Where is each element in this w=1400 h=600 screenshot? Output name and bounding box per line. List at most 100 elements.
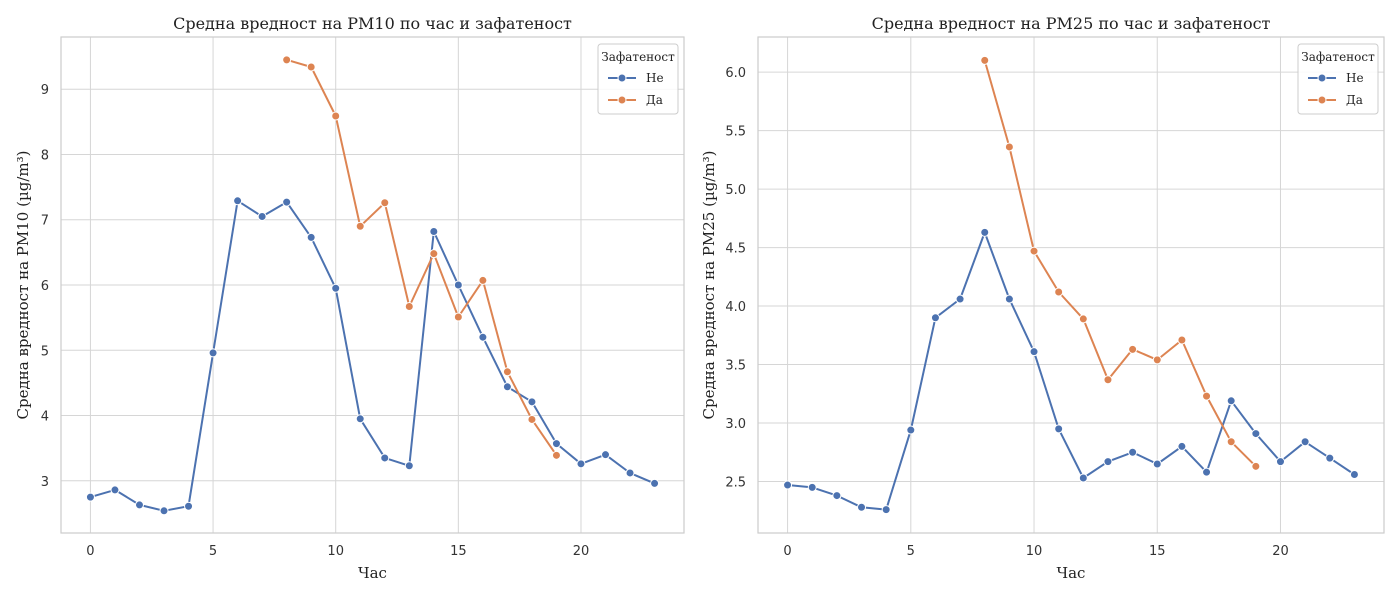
data-point <box>1029 246 1039 256</box>
data-point <box>930 313 940 323</box>
data-point <box>208 348 218 358</box>
x-tick-label: 0 <box>783 544 791 559</box>
legend-title: Зафатеност <box>1301 50 1375 64</box>
plot-frame <box>757 36 1385 534</box>
data-point <box>1128 344 1138 354</box>
data-point <box>1103 375 1113 385</box>
data-point <box>527 414 537 424</box>
data-point <box>1226 437 1236 447</box>
data-point <box>257 211 267 221</box>
data-point <box>1004 142 1014 152</box>
data-point <box>502 382 512 392</box>
data-point <box>85 492 95 502</box>
data-point <box>478 332 488 342</box>
data-point <box>1349 470 1359 480</box>
chart-title: Средна вредност на PM10 по час и зафатен… <box>173 14 572 33</box>
data-point <box>355 221 365 231</box>
y-tick-label: 3.5 <box>725 359 746 374</box>
y-axis-label: Средна вредност на PM10 (µg/m³) <box>14 151 32 420</box>
data-point <box>134 500 144 510</box>
legend-swatch-marker <box>1317 95 1327 105</box>
x-tick-label: 0 <box>86 544 94 559</box>
data-point <box>1251 461 1261 471</box>
data-point <box>404 302 414 312</box>
data-point <box>601 450 611 460</box>
data-point <box>1177 335 1187 345</box>
x-tick-label: 20 <box>1272 544 1289 559</box>
data-point <box>625 468 635 478</box>
series-line <box>286 58 558 456</box>
data-point <box>551 439 561 449</box>
data-point <box>478 275 488 285</box>
legend-swatch-marker <box>617 73 627 83</box>
data-point <box>955 294 965 304</box>
data-point <box>1128 447 1138 457</box>
data-point <box>355 414 365 424</box>
y-tick-label: 5.0 <box>725 183 746 198</box>
data-point <box>233 196 243 206</box>
legend-title: Зафатеност <box>601 50 675 64</box>
plot-area <box>758 37 1384 533</box>
data-point <box>404 461 414 471</box>
legend-entry: Да <box>1346 93 1363 107</box>
data-point <box>1054 287 1064 297</box>
data-point <box>832 491 842 501</box>
data-point <box>881 505 891 515</box>
data-point <box>650 478 660 488</box>
data-point <box>551 450 561 460</box>
data-point <box>1325 453 1335 463</box>
series-2 <box>282 55 561 460</box>
data-point <box>857 502 867 512</box>
y-tick-label: 3.0 <box>725 417 746 432</box>
y-tick-label: 6 <box>41 279 49 294</box>
data-point <box>980 227 990 237</box>
chart-title: Средна вредност на PM25 по час и зафатен… <box>872 14 1271 33</box>
data-point <box>1152 355 1162 365</box>
series-1 <box>783 227 1359 515</box>
data-point <box>1029 347 1039 357</box>
data-point <box>282 197 292 207</box>
y-tick-label: 2.5 <box>725 476 746 491</box>
data-point <box>527 397 537 407</box>
x-axis-label: Час <box>1057 564 1086 582</box>
y-tick-label: 4.0 <box>725 300 746 315</box>
chart-panel-2: 0 5 10 15 20 2.5 3.0 3.5 4.0 4.5 5.0 5.5 6.0 Средна в… <box>700 14 1385 582</box>
y-tick-label: 4 <box>41 410 49 425</box>
data-point <box>331 283 341 293</box>
y-tick-label: 7 <box>41 214 49 229</box>
x-tick-label: 20 <box>573 544 590 559</box>
data-point <box>1078 314 1088 324</box>
data-point <box>1152 459 1162 469</box>
data-point <box>380 198 390 208</box>
data-point <box>282 55 292 65</box>
data-point <box>453 280 463 290</box>
data-point <box>1202 391 1212 401</box>
x-axis-label: Час <box>358 564 387 582</box>
y-axis-label: Средна вредност на PM25 (µg/m³) <box>700 151 718 420</box>
data-point <box>306 232 316 242</box>
data-point <box>1078 473 1088 483</box>
data-point <box>159 506 169 516</box>
plot-frame <box>60 36 685 534</box>
data-point <box>380 453 390 463</box>
data-point <box>1226 396 1236 406</box>
data-point <box>1300 437 1310 447</box>
data-point <box>429 249 439 259</box>
x-tick-label: 15 <box>1149 544 1166 559</box>
y-tick-label: 4.5 <box>725 242 746 257</box>
legend-swatch-marker <box>617 95 627 105</box>
y-tick-label: 5 <box>41 344 49 359</box>
data-point <box>429 226 439 236</box>
legend: Зафатеност Не Да <box>1297 43 1379 115</box>
data-point <box>783 480 793 490</box>
data-point <box>1177 441 1187 451</box>
data-point <box>1004 294 1014 304</box>
data-point <box>1054 424 1064 434</box>
x-tick-label: 10 <box>1026 544 1043 559</box>
series-1 <box>85 196 660 516</box>
chart-panel-1: 0 5 10 15 20 3 4 5 6 7 8 9 Средна вредност на PM10 п… <box>14 14 685 582</box>
legend-entry: Не <box>1346 71 1364 85</box>
legend-box <box>597 43 679 115</box>
y-tick-label: 9 <box>41 83 49 98</box>
